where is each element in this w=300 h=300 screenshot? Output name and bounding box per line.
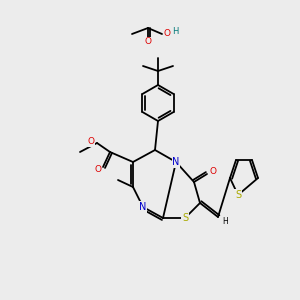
- Text: O: O: [145, 38, 152, 46]
- Text: H: H: [172, 26, 178, 35]
- Text: N: N: [139, 202, 147, 212]
- Text: S: S: [235, 190, 241, 200]
- Text: O: O: [88, 137, 94, 146]
- Text: O: O: [209, 167, 217, 176]
- Text: H: H: [222, 217, 228, 226]
- Text: N: N: [172, 157, 180, 167]
- Text: S: S: [182, 213, 188, 223]
- Text: O: O: [94, 164, 101, 173]
- Text: O: O: [164, 28, 170, 38]
